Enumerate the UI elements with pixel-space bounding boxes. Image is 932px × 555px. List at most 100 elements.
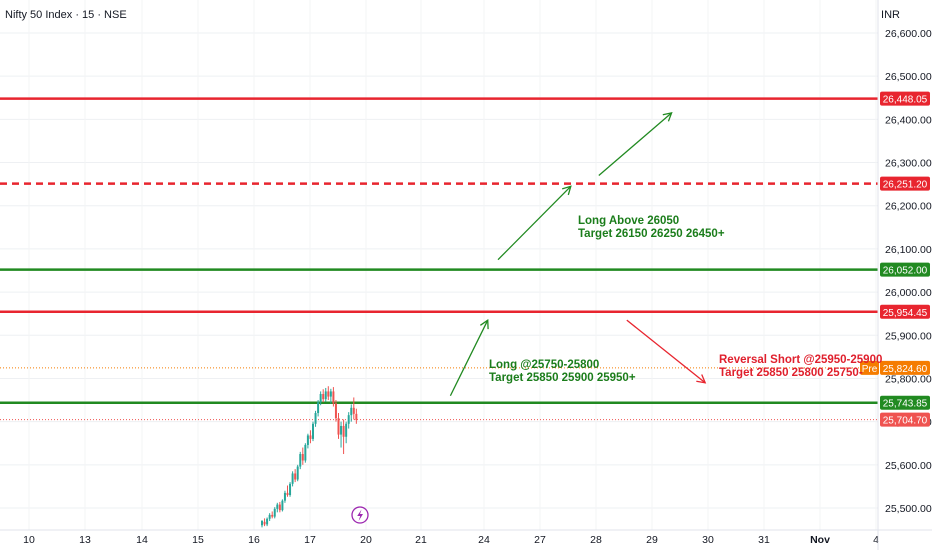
candle-body bbox=[342, 425, 345, 437]
candle-body bbox=[271, 514, 274, 517]
price-level-badge bbox=[880, 360, 930, 375]
candle-body bbox=[268, 514, 271, 519]
price-tick-label: 26,000.00 bbox=[885, 287, 932, 299]
price-badges: 26,448.05 26,251.20 26,052.00 25,954.45 25,8… bbox=[860, 91, 930, 427]
price-level-badge-text: 25,704.70 bbox=[883, 416, 928, 427]
candle-body bbox=[350, 407, 353, 416]
candle-body bbox=[332, 391, 335, 404]
candle-body bbox=[299, 454, 302, 467]
trend-arrow-head bbox=[662, 112, 673, 122]
time-tick-label: 14 bbox=[136, 534, 148, 546]
trend-arrow-head bbox=[561, 185, 572, 196]
price-tick-label: 26,600.00 bbox=[885, 28, 932, 40]
annotation-long-range-line2: Target 25850 25900 25950+ bbox=[489, 372, 636, 384]
candle-body bbox=[345, 423, 348, 437]
trend-arrows bbox=[449, 112, 707, 397]
candle-body bbox=[355, 413, 358, 420]
price-tick-label: 26,300.00 bbox=[885, 158, 932, 170]
candle-body bbox=[291, 473, 294, 484]
trend-arrow-head bbox=[696, 374, 707, 384]
time-tick-label: 31 bbox=[758, 534, 770, 546]
price-tick-label: 26,100.00 bbox=[885, 244, 932, 256]
candle-body bbox=[266, 518, 269, 525]
price-level-badge bbox=[880, 176, 930, 191]
candle-body bbox=[327, 391, 330, 397]
price-level-badge-text: 25,743.85 bbox=[883, 399, 928, 410]
trend-arrow-line bbox=[449, 319, 489, 397]
lightning-icon bbox=[357, 509, 363, 521]
time-tick-label: Nov bbox=[810, 534, 830, 546]
price-tick-label: 25,600.00 bbox=[885, 460, 932, 472]
candle-body bbox=[296, 466, 299, 480]
candle-body bbox=[347, 415, 350, 424]
candle-body bbox=[278, 504, 281, 511]
candle-body bbox=[312, 423, 314, 439]
candle-body bbox=[276, 504, 279, 509]
candle-body bbox=[337, 418, 340, 435]
candle-body bbox=[329, 391, 332, 397]
candle-body bbox=[352, 407, 355, 414]
candle-body bbox=[304, 444, 307, 461]
horizontal-levels bbox=[0, 97, 878, 421]
price-level-badge bbox=[880, 262, 930, 277]
time-tick-label: 4 bbox=[873, 534, 879, 546]
price-tick-label: 26,500.00 bbox=[885, 71, 932, 83]
pre-market-badge bbox=[860, 360, 879, 375]
candle-body bbox=[281, 500, 284, 511]
trend-arrow-line bbox=[497, 185, 572, 261]
symbol-title[interactable]: Nifty 50 Index · 15 · NSE bbox=[5, 9, 127, 21]
time-tick-label: 16 bbox=[248, 534, 260, 546]
time-tick-label: 29 bbox=[646, 534, 658, 546]
annotation-long-range-line1: Long @25750-25800 bbox=[489, 359, 600, 371]
price-tick-label: 26,200.00 bbox=[885, 201, 932, 213]
candle-body bbox=[309, 435, 312, 439]
currency-label: INR bbox=[881, 9, 900, 21]
annotation-long-above: Long Above 26050 Target 26150 26250 2645… bbox=[578, 215, 725, 241]
candle-body bbox=[334, 403, 337, 419]
price-level-badge-text: 26,251.20 bbox=[883, 180, 928, 191]
annotation-reversal-line2: Target 25850 25800 25750- bbox=[719, 367, 863, 379]
candlesticks bbox=[261, 386, 358, 528]
annotation-long-range: Long @25750-25800 Target 25850 25900 259… bbox=[489, 359, 636, 385]
price-level-badge-text: 26,052.00 bbox=[883, 266, 928, 277]
dividend-event-marker[interactable] bbox=[351, 506, 369, 524]
candle-body bbox=[283, 492, 286, 501]
grid bbox=[0, 0, 878, 530]
price-level-badge-text: 25,954.45 bbox=[883, 308, 928, 319]
trend-arrow-line bbox=[626, 319, 706, 384]
candle-body bbox=[314, 413, 317, 424]
price-level-badge bbox=[880, 395, 930, 410]
price-tick-label: 25,500.00 bbox=[885, 503, 932, 515]
candle-body bbox=[294, 473, 297, 480]
price-level-badge bbox=[880, 91, 930, 106]
price-level-badge-text: 26,448.05 bbox=[883, 95, 928, 106]
candle-body bbox=[273, 508, 276, 517]
time-tick-label: 28 bbox=[590, 534, 602, 546]
annotation-reversal-short: Reversal Short @25950-25900 Target 25850… bbox=[719, 354, 882, 380]
candle-body bbox=[324, 391, 327, 400]
time-tick-label: 17 bbox=[304, 534, 316, 546]
price-tick-label: 25,900.00 bbox=[885, 330, 932, 342]
candle-body bbox=[306, 435, 309, 445]
time-tick-label: 21 bbox=[415, 534, 427, 546]
time-tick-label: 20 bbox=[360, 534, 372, 546]
candle-body bbox=[286, 492, 289, 496]
candle-body bbox=[289, 483, 292, 496]
candle-body bbox=[317, 402, 320, 413]
candle-body bbox=[301, 454, 304, 461]
candle-body bbox=[263, 521, 266, 525]
candle-body bbox=[322, 394, 325, 400]
candle-body bbox=[319, 394, 322, 403]
trend-arrow-head bbox=[479, 318, 489, 330]
price-level-badge-text: 25,824.60 bbox=[883, 364, 928, 375]
time-tick-label: 30 bbox=[702, 534, 714, 546]
annotation-long-above-line1: Long Above 26050 bbox=[578, 215, 680, 227]
time-tick-label: 27 bbox=[534, 534, 546, 546]
candle-body bbox=[261, 520, 263, 526]
candle-body bbox=[340, 425, 343, 435]
time-tick-label: 24 bbox=[478, 534, 490, 546]
annotation-long-above-line2: Target 26150 26250 26450+ bbox=[578, 228, 725, 240]
